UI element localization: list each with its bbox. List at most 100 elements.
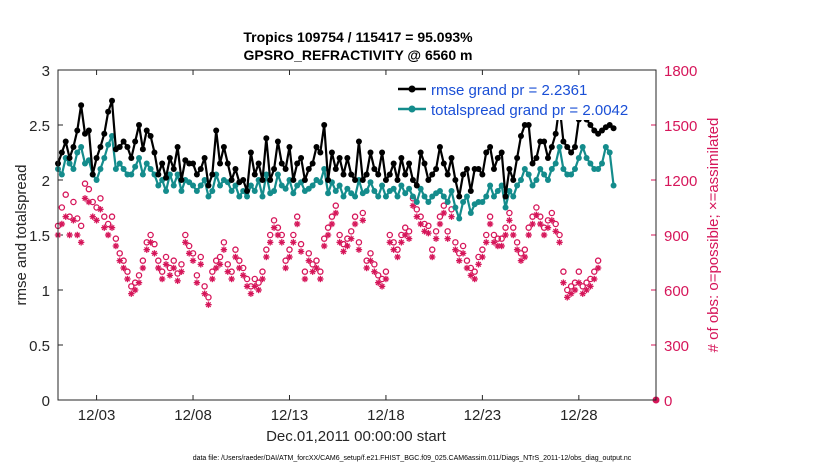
spread-point bbox=[120, 166, 127, 172]
obs-assimilated-stroke bbox=[552, 228, 559, 235]
rmse-point bbox=[355, 138, 362, 145]
obs-assimilated-point bbox=[81, 195, 89, 202]
obs-assimilated-point bbox=[429, 253, 436, 261]
obs-assimilated-stroke bbox=[78, 239, 84, 246]
rmse-point bbox=[128, 155, 135, 161]
obs-assimilated-point bbox=[305, 257, 312, 264]
rmse-point bbox=[475, 166, 482, 172]
obs-assimilated-point bbox=[193, 279, 201, 286]
rmse-point bbox=[525, 122, 532, 128]
spread-point bbox=[568, 171, 575, 178]
obs-assimilated-stroke bbox=[74, 232, 80, 238]
spread-point bbox=[190, 182, 197, 189]
obs-assimilated-stroke bbox=[336, 239, 343, 246]
obs-assimilated-stroke bbox=[282, 265, 289, 271]
spread-point bbox=[379, 182, 386, 189]
rmse-point bbox=[406, 160, 413, 167]
rmse-point bbox=[479, 171, 486, 178]
obs-possible-point bbox=[328, 213, 336, 220]
obs-assimilated-point bbox=[513, 246, 521, 253]
obs-assimilated-point bbox=[344, 242, 351, 250]
spread-point bbox=[425, 199, 432, 205]
y-left-tick-label: 0 bbox=[42, 393, 50, 410]
rmse-point bbox=[313, 144, 320, 150]
obs-possible-point bbox=[101, 213, 108, 220]
x-tick-label: 12/13 bbox=[271, 407, 309, 424]
rmse-point bbox=[305, 166, 312, 172]
spread-point bbox=[205, 193, 212, 200]
spread-point bbox=[525, 171, 532, 178]
obs-assimilated-point bbox=[417, 220, 424, 228]
spread-point bbox=[236, 193, 243, 200]
rmse-point bbox=[174, 144, 181, 150]
spread-point bbox=[74, 149, 81, 156]
obs-assimilated-point bbox=[108, 224, 116, 231]
obs-assimilated-stroke bbox=[255, 287, 262, 293]
rmse-point bbox=[533, 155, 540, 161]
obs-possible-point bbox=[486, 213, 494, 220]
obs-possible-point bbox=[209, 268, 216, 275]
rmse-point bbox=[571, 144, 578, 150]
rmse-point bbox=[247, 149, 254, 156]
y-right-tick-label: 1500 bbox=[664, 118, 697, 135]
rmse-point bbox=[62, 138, 69, 145]
obs-assimilated-stroke bbox=[568, 290, 574, 297]
rmse-point bbox=[136, 122, 143, 128]
x-tick-label: 12/23 bbox=[464, 407, 502, 424]
obs-assimilated-point bbox=[463, 264, 471, 272]
obs-assimilated-point bbox=[444, 235, 451, 242]
obs-assimilated-point bbox=[506, 217, 513, 224]
spread-point bbox=[340, 193, 347, 200]
obs-assimilated-point bbox=[201, 290, 208, 297]
spread-point bbox=[251, 188, 258, 194]
obs-assimilated-point bbox=[85, 198, 93, 206]
obs-assimilated-point bbox=[309, 268, 316, 275]
obs-assimilated-stroke bbox=[487, 221, 493, 227]
rmse-point bbox=[340, 171, 347, 178]
rmse-point bbox=[209, 171, 216, 178]
obs-possible-point bbox=[270, 217, 278, 224]
rmse-point bbox=[502, 193, 509, 200]
obs-assimilated-stroke bbox=[410, 202, 416, 209]
spread-point bbox=[170, 182, 177, 189]
spread-point bbox=[263, 171, 270, 178]
spread-point bbox=[517, 177, 524, 183]
obs-assimilated-point bbox=[351, 220, 359, 228]
rmse-point bbox=[587, 122, 594, 128]
obs-assimilated-stroke bbox=[471, 276, 478, 282]
obs-assimilated-point bbox=[155, 264, 162, 272]
rmse-point bbox=[147, 133, 154, 139]
obs-assimilated-stroke bbox=[182, 239, 189, 246]
rmse-point bbox=[309, 160, 316, 167]
rmse-point bbox=[151, 149, 158, 156]
obs-assimilated-point bbox=[510, 231, 517, 239]
obs-assimilated-point bbox=[182, 239, 189, 246]
obs-assimilated-stroke bbox=[151, 250, 158, 257]
obs-assimilated-stroke bbox=[186, 250, 192, 257]
obs-possible-point bbox=[371, 261, 378, 268]
obs-possible-point bbox=[374, 272, 382, 279]
obs-assimilated-point bbox=[151, 250, 158, 257]
spread-point bbox=[413, 199, 420, 205]
y-right-tick-label: 900 bbox=[664, 228, 689, 245]
obs-possible-point bbox=[112, 235, 120, 242]
rmse-point bbox=[328, 149, 335, 156]
y-left-tick-label: 1.5 bbox=[29, 228, 50, 245]
spread-point bbox=[217, 182, 224, 189]
rmse-point bbox=[336, 155, 343, 161]
obs-assimilated-point bbox=[62, 213, 69, 220]
rmse-point bbox=[170, 166, 177, 172]
obs-assimilated-point bbox=[378, 283, 386, 290]
rmse-point bbox=[429, 171, 436, 178]
rmse-point bbox=[290, 177, 297, 183]
rmse-point bbox=[487, 144, 494, 150]
obs-assimilated-point bbox=[525, 231, 532, 239]
obs-assimilated-stroke bbox=[174, 278, 181, 284]
obs-assimilated-point bbox=[162, 261, 170, 268]
spread-point bbox=[382, 193, 389, 200]
obs-assimilated-stroke bbox=[587, 283, 594, 290]
plot-frame bbox=[57, 69, 657, 401]
rmse-point bbox=[379, 149, 386, 156]
rmse-point bbox=[224, 160, 231, 167]
rmse-point bbox=[483, 149, 490, 156]
